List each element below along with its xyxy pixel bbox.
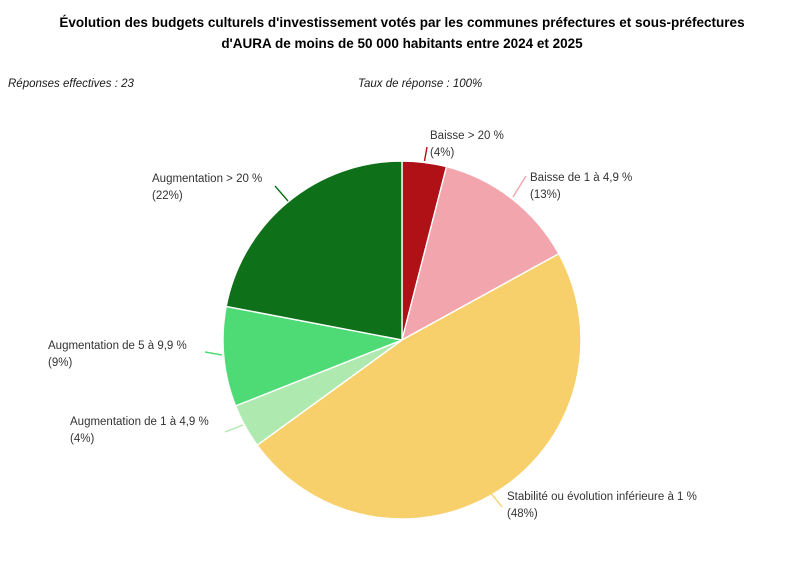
slice-label-baisse-sup-20: Baisse > 20 % (4%) [430, 128, 504, 162]
slice-label-text: Augmentation > 20 % [152, 173, 263, 185]
slice-label-stabilite: Stabilité ou évolution inférieure à 1 % … [507, 489, 697, 523]
chart-title-line-1: Évolution des budgets culturels d'invest… [59, 15, 745, 30]
slice-label-text: Augmentation de 5 à 9,9 % [48, 340, 187, 352]
pie-slice-2 [256, 253, 582, 520]
leader-line-stabilite [489, 491, 503, 508]
slice-pct-text: (4%) [430, 147, 455, 159]
chart-title-line-2: d'AURA de moins de 50 000 habitants entr… [221, 36, 583, 51]
leader-line-baisse-1-49 [512, 175, 527, 198]
slice-pct-text: (4%) [70, 433, 95, 445]
slice-label-text: Baisse > 20 % [430, 130, 504, 142]
slice-label-baisse-1-49: Baisse de 1 à 4,9 % (13%) [530, 170, 632, 204]
pie-slices [222, 160, 582, 520]
leader-line-augmentation-sup-20 [274, 185, 289, 202]
chart-title: Évolution des budgets culturels d'invest… [0, 12, 804, 54]
slice-pct-text: (48%) [507, 508, 538, 520]
responses-count-label: Réponses effectives : 23 [8, 78, 134, 90]
slice-label-text: Augmentation de 1 à 4,9 % [70, 416, 209, 428]
pie-slice-1 [401, 165, 560, 341]
leader-line-augmentation-1-49 [224, 424, 244, 433]
slice-pct-text: (9%) [48, 357, 73, 369]
response-rate-label: Taux de réponse : 100% [358, 78, 483, 90]
pie-slice-4 [222, 305, 403, 407]
slice-label-augmentation-1-49: Augmentation de 1 à 4,9 % (4%) [70, 414, 209, 448]
slice-label-text: Stabilité ou évolution inférieure à 1 % [507, 491, 697, 503]
slice-label-augmentation-sup-20: Augmentation > 20 % (22%) [152, 171, 262, 205]
leader-lines [204, 146, 527, 508]
slice-label-text: Baisse de 1 à 4,9 % [530, 172, 633, 184]
slice-label-augmentation-5-99: Augmentation de 5 à 9,9 % (9%) [48, 338, 187, 372]
leader-line-baisse-sup-20 [423, 146, 428, 162]
leader-line-augmentation-5-99 [204, 351, 223, 356]
slice-pct-text: (22%) [152, 190, 183, 202]
pie-slice-5 [225, 160, 403, 341]
slice-pct-text: (13%) [530, 189, 561, 201]
